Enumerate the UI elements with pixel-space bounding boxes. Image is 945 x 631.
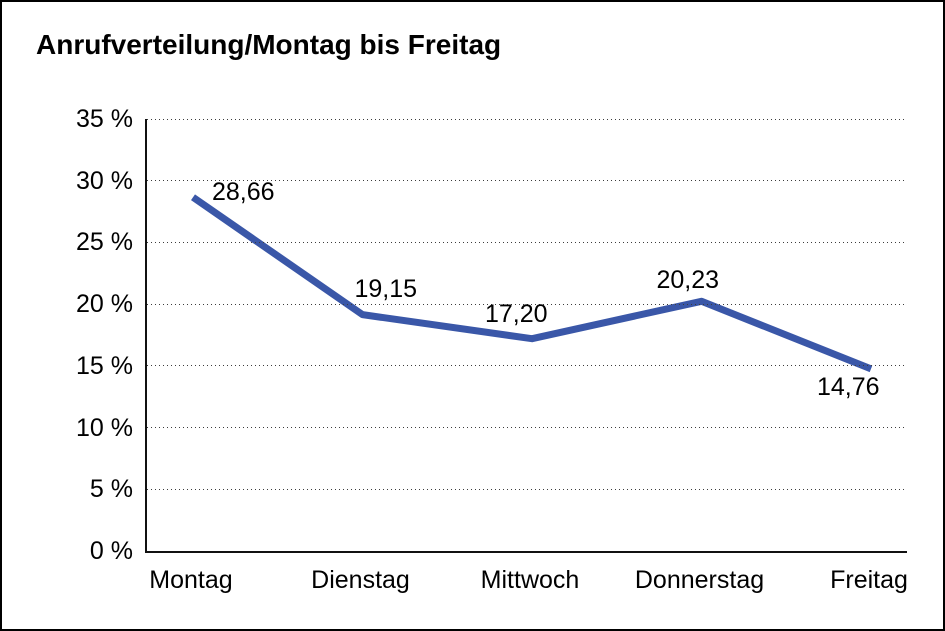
data-point-label: 19,15 [354, 274, 418, 303]
x-axis-category-label: Mittwoch [480, 566, 580, 594]
y-axis-tick-label: 5 % [89, 475, 133, 504]
data-line-svg [191, 194, 873, 373]
y-axis-tick-label: 10 % [76, 413, 133, 442]
gridline [147, 488, 907, 490]
x-axis-category-label: Freitag [830, 566, 908, 594]
data-point-label: 20,23 [656, 266, 720, 295]
gridline [147, 427, 907, 429]
gridline [147, 118, 907, 120]
x-axis-category-label: Dienstag [311, 566, 410, 594]
x-axis-category-label: Donnerstag [634, 566, 765, 594]
gridline [147, 365, 907, 367]
y-axis-tick-label: 20 % [76, 290, 133, 319]
gridline [147, 180, 907, 182]
y-axis-tick-label: 15 % [76, 351, 133, 380]
chart-title: Anrufverteilung/Montag bis Freitag [36, 29, 502, 60]
data-point-label: 28,66 [212, 178, 275, 207]
y-axis-tick-label: 35 % [76, 105, 133, 133]
data-line [191, 194, 873, 373]
gridline [147, 303, 907, 305]
plot-area [145, 118, 907, 553]
data-point-label: 14,76 [817, 372, 880, 401]
gridline [147, 241, 907, 243]
y-axis-tick-label: 30 % [76, 166, 133, 195]
data-point-label: 17,20 [485, 299, 548, 328]
y-axis-tick-label: 25 % [76, 228, 133, 257]
x-axis-category-label: Montag [149, 566, 233, 594]
y-axis-tick-label: 0 % [89, 537, 133, 565]
